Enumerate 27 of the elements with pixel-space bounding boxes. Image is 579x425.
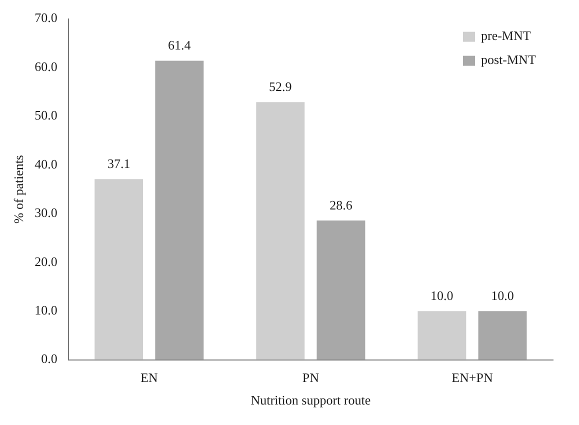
y-tick-label: 30.0 (34, 205, 58, 220)
y-tick-label: 10.0 (34, 302, 58, 318)
x-tick-label: EN+PN (452, 370, 494, 386)
bar (94, 179, 144, 360)
data-label: 10.0 (491, 288, 514, 304)
x-tick-label: EN (140, 370, 158, 386)
bar (155, 60, 204, 360)
bar (256, 102, 305, 360)
data-label: 61.4 (168, 38, 192, 53)
y-tick-label: 70.0 (34, 10, 58, 26)
y-tick-label: 50.0 (34, 108, 58, 123)
data-label: 52.9 (269, 79, 292, 94)
data-label: 10.0 (430, 288, 454, 304)
y-axis-title: % of patients (11, 155, 26, 224)
legend-label: post-MNT (481, 52, 536, 68)
x-axis-title: Nutrition support route (250, 392, 371, 408)
y-tick-label: 40.0 (34, 156, 58, 172)
bar (478, 311, 527, 360)
y-tick-label: 0.0 (41, 351, 58, 366)
y-tick-label: 20.0 (34, 254, 58, 269)
data-label: 28.6 (330, 197, 353, 212)
bar (316, 220, 366, 360)
y-tick-label: 60.0 (34, 58, 58, 74)
bar (418, 311, 466, 360)
x-tick-label: PN (302, 370, 320, 386)
data-label: 37.1 (107, 156, 130, 171)
legend-label: pre-MNT (481, 28, 531, 44)
